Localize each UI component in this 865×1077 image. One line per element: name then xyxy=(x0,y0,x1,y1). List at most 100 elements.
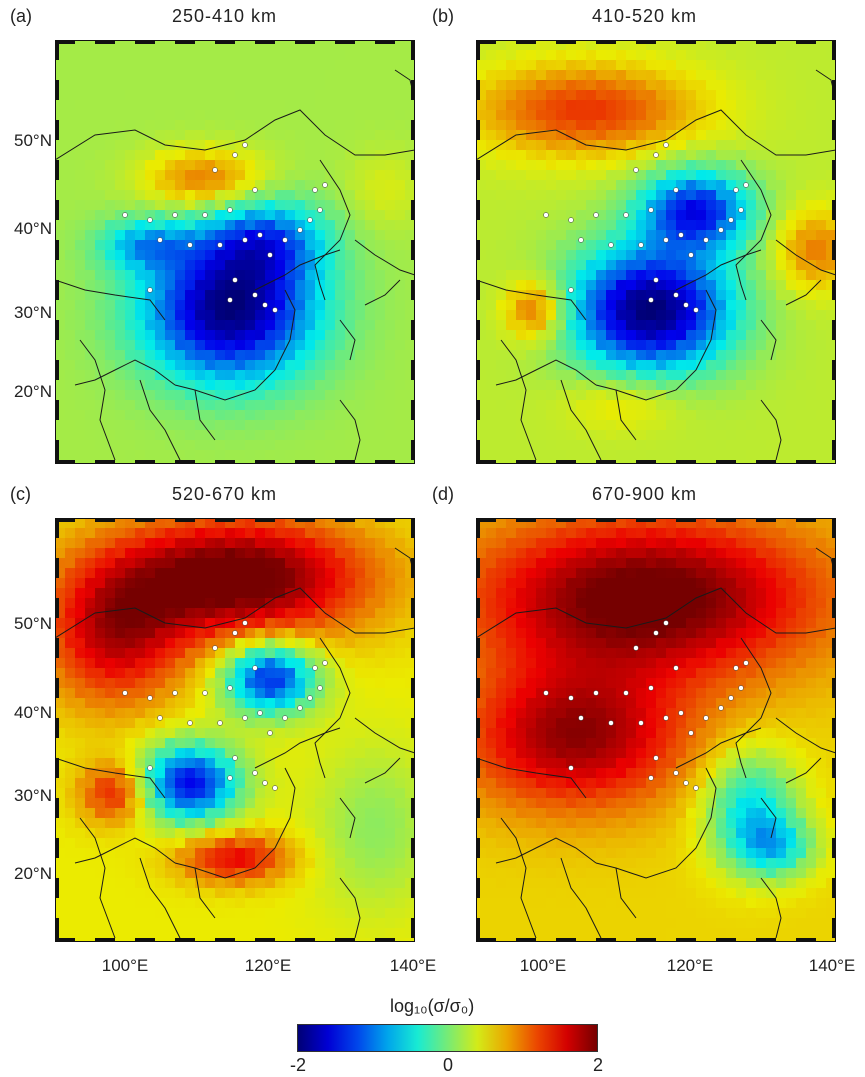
field-cell xyxy=(225,838,236,849)
field-cell xyxy=(686,340,697,351)
field-cell xyxy=(315,628,326,639)
coastline xyxy=(319,637,351,734)
field-cell xyxy=(536,460,547,464)
field-cell xyxy=(786,170,797,181)
field-cell xyxy=(235,320,246,331)
field-cell xyxy=(365,538,376,549)
field-cell xyxy=(195,300,206,311)
field-cell xyxy=(135,898,146,909)
field-cell xyxy=(786,40,797,51)
field-cell xyxy=(145,250,156,261)
field-cell xyxy=(155,838,166,849)
field-cell xyxy=(686,270,697,281)
field-cell xyxy=(115,588,126,599)
field-cell xyxy=(265,648,276,659)
field-cell xyxy=(686,430,697,441)
field-cell xyxy=(586,40,597,51)
field-cell xyxy=(125,130,136,141)
field-cell xyxy=(165,748,176,759)
field-cell xyxy=(185,828,196,839)
field-cell xyxy=(726,70,737,81)
field-cell xyxy=(335,678,346,689)
field-cell xyxy=(75,608,86,619)
field-cell xyxy=(275,440,286,451)
field-cell xyxy=(105,170,116,181)
field-cell xyxy=(195,798,206,809)
field-cell xyxy=(235,588,246,599)
field-cell xyxy=(215,888,226,899)
field-cell xyxy=(476,380,487,391)
field-cell xyxy=(506,170,517,181)
field-cell xyxy=(215,40,226,51)
field-cell xyxy=(325,60,336,71)
field-cell xyxy=(596,110,607,121)
field-cell xyxy=(716,380,727,391)
field-cell xyxy=(285,728,296,739)
field-cell xyxy=(125,320,136,331)
field-cell xyxy=(816,300,827,311)
field-cell xyxy=(806,370,817,381)
field-cell xyxy=(776,330,787,341)
field-cell xyxy=(125,300,136,311)
field-cell xyxy=(676,280,687,291)
frame-tick xyxy=(55,160,59,180)
frame-tick xyxy=(295,518,315,522)
field-cell xyxy=(375,558,386,569)
field-cell xyxy=(65,220,76,231)
map-panel-d xyxy=(476,518,836,942)
field-cell xyxy=(796,450,807,461)
field-cell xyxy=(135,250,146,261)
field-cell xyxy=(486,390,497,401)
field-cell xyxy=(55,878,66,889)
field-cell xyxy=(315,608,326,619)
field-cell xyxy=(726,250,737,261)
field-cell xyxy=(375,340,386,351)
field-cell xyxy=(476,360,487,371)
field-cell xyxy=(185,818,196,829)
field-cell xyxy=(325,330,336,341)
field-cell xyxy=(175,528,186,539)
field-cell xyxy=(365,140,376,151)
field-cell xyxy=(185,360,196,371)
field-cell xyxy=(315,320,326,331)
field-cell xyxy=(165,788,176,799)
field-cell xyxy=(55,538,66,549)
field-cell xyxy=(275,818,286,829)
field-cell xyxy=(405,928,415,939)
field-cell xyxy=(145,598,156,609)
field-cell xyxy=(175,548,186,559)
field-cell xyxy=(616,260,627,271)
field-cell xyxy=(586,70,597,81)
field-cell xyxy=(125,180,136,191)
field-cell xyxy=(496,210,507,221)
field-cell xyxy=(676,210,687,221)
field-cell xyxy=(345,518,356,529)
field-cell xyxy=(375,698,386,709)
field-cell xyxy=(165,180,176,191)
field-cell xyxy=(736,250,747,261)
field-cell xyxy=(405,868,415,879)
field-cell xyxy=(626,130,637,141)
field-cell xyxy=(476,40,487,51)
field-cell xyxy=(275,648,286,659)
field-cell xyxy=(55,728,66,739)
field-cell xyxy=(235,858,246,869)
field-cell xyxy=(646,70,657,81)
field-cell xyxy=(185,90,196,101)
field-cell xyxy=(666,420,677,431)
field-cell xyxy=(816,420,827,431)
field-cell xyxy=(375,808,386,819)
field-cell xyxy=(395,360,406,371)
field-cell xyxy=(365,848,376,859)
field-cell xyxy=(335,538,346,549)
field-cell xyxy=(546,390,557,401)
field-cell xyxy=(165,638,176,649)
field-cell xyxy=(826,340,836,351)
coastline xyxy=(319,159,351,256)
field-cell xyxy=(265,658,276,669)
field-cell xyxy=(375,788,386,799)
field-cell xyxy=(766,50,777,61)
field-cell xyxy=(145,798,156,809)
field-cell xyxy=(315,250,326,261)
field-cell xyxy=(496,90,507,101)
